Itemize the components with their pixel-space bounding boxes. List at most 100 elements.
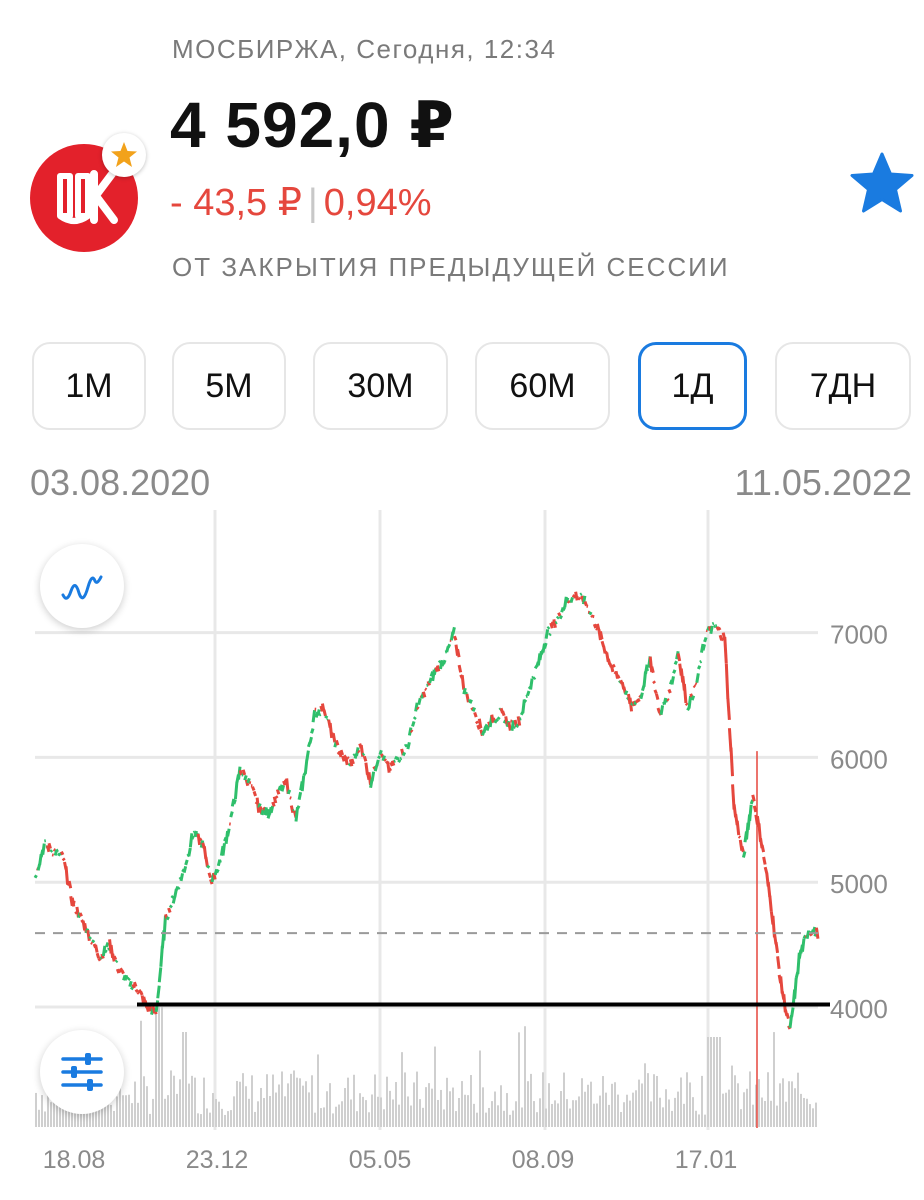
volume-bar	[368, 1112, 370, 1127]
timeframe-30m[interactable]: 30М	[313, 342, 448, 430]
volume-bar	[287, 1083, 289, 1127]
volume-bar	[167, 1095, 169, 1127]
chart-settings-button[interactable]	[40, 1030, 124, 1114]
timeframe-7d[interactable]: 7ДН	[775, 342, 911, 430]
price-candle	[401, 751, 407, 757]
volume-bar	[620, 1111, 622, 1127]
price-candle	[748, 804, 753, 822]
volume-bar	[119, 1066, 121, 1127]
volume-bar	[428, 1083, 430, 1127]
price-candle	[569, 596, 574, 604]
volume-bar	[545, 1108, 547, 1127]
price-candle	[776, 956, 781, 969]
price-candle	[564, 597, 570, 603]
volume-bar	[467, 1095, 469, 1127]
volume-bar	[665, 1089, 667, 1127]
volume-bar	[479, 1050, 481, 1127]
volume-bar	[341, 1101, 343, 1127]
volume-bar	[605, 1092, 607, 1127]
price-candle	[361, 752, 366, 757]
price-candle	[61, 857, 66, 862]
volume-bar	[437, 1099, 439, 1127]
price-candle	[362, 755, 368, 762]
price-candle	[473, 711, 478, 718]
price-candle	[410, 729, 414, 733]
price-candle	[97, 957, 102, 962]
price-candle	[157, 967, 163, 983]
timeframe-5m[interactable]: 5М	[172, 342, 286, 430]
price-candle	[695, 673, 700, 683]
volume-bar	[134, 1081, 136, 1127]
volume-bar	[323, 1107, 325, 1127]
volume-bar	[641, 1083, 643, 1127]
volume-bar	[389, 1090, 391, 1127]
volume-bar	[329, 1083, 331, 1127]
timeframe-60m[interactable]: 60М	[475, 342, 610, 430]
volume-bar	[638, 1079, 640, 1127]
volume-bar	[464, 1094, 466, 1127]
price-candle	[56, 848, 59, 853]
price-chart[interactable]: 4000 5000 6000 7000 18.08 23.12 05.05 08.09 17.0…	[0, 500, 924, 1180]
volume-bar	[293, 1070, 295, 1127]
price-candle	[672, 669, 677, 674]
volume-bar	[176, 1093, 178, 1127]
volume-bar	[215, 1098, 217, 1127]
price-candle	[670, 676, 675, 685]
volume-bar	[197, 1113, 199, 1127]
price-candle	[279, 784, 284, 791]
price-candle	[344, 756, 349, 766]
chart-type-button[interactable]	[40, 544, 124, 628]
price-candle	[724, 663, 730, 700]
volume-bar	[785, 1101, 787, 1127]
volume-bar	[158, 1007, 160, 1127]
timeframe-1m[interactable]: 1М	[32, 342, 146, 430]
price-candle	[762, 856, 767, 865]
timeframe-1d[interactable]: 1Д	[638, 342, 747, 430]
price-candle	[387, 767, 393, 772]
price-candle	[206, 864, 211, 869]
volume-bar	[668, 1099, 670, 1127]
volume-bar	[500, 1085, 502, 1127]
volume-bar	[731, 1065, 733, 1127]
volume-bar	[131, 1103, 133, 1127]
price-candle	[760, 844, 766, 853]
price-candle	[350, 758, 355, 765]
volume-bar	[125, 1095, 127, 1127]
price-candle	[788, 1014, 794, 1028]
price-candle	[592, 623, 598, 629]
price-candle	[639, 692, 644, 700]
price-candle	[421, 691, 427, 698]
price-candle	[800, 938, 806, 952]
price-candle	[78, 912, 83, 917]
volume-bar	[728, 1089, 730, 1127]
volume-bar	[116, 1096, 118, 1127]
volume-bar	[224, 1114, 226, 1127]
volume-bar	[527, 1081, 529, 1127]
x-tick-label: 05.05	[349, 1146, 412, 1174]
change-separator: |	[307, 182, 318, 224]
price-candle	[331, 733, 337, 743]
price-candle	[468, 699, 473, 704]
volume-bar	[365, 1100, 367, 1127]
favorite-button[interactable]	[848, 150, 916, 223]
volume-bar	[128, 1094, 130, 1127]
price-candle	[103, 949, 108, 954]
price-candle	[328, 722, 334, 739]
volume-bar	[377, 1096, 379, 1127]
price-candle	[779, 976, 784, 994]
price-candle	[531, 675, 535, 680]
volume-bar	[353, 1074, 355, 1127]
volume-bar	[218, 1101, 220, 1127]
volume-bar	[686, 1072, 688, 1127]
price-candle	[482, 726, 487, 734]
volume-bar	[401, 1052, 403, 1127]
volume-bar	[566, 1099, 568, 1127]
price-candle	[616, 674, 621, 680]
volume-bar	[164, 1098, 166, 1127]
volume-bar	[707, 1037, 709, 1127]
price-candle	[606, 658, 612, 665]
price-candle	[653, 689, 658, 695]
price-candle	[36, 863, 42, 871]
price-candle	[790, 1007, 795, 1018]
price-candle	[446, 643, 452, 649]
